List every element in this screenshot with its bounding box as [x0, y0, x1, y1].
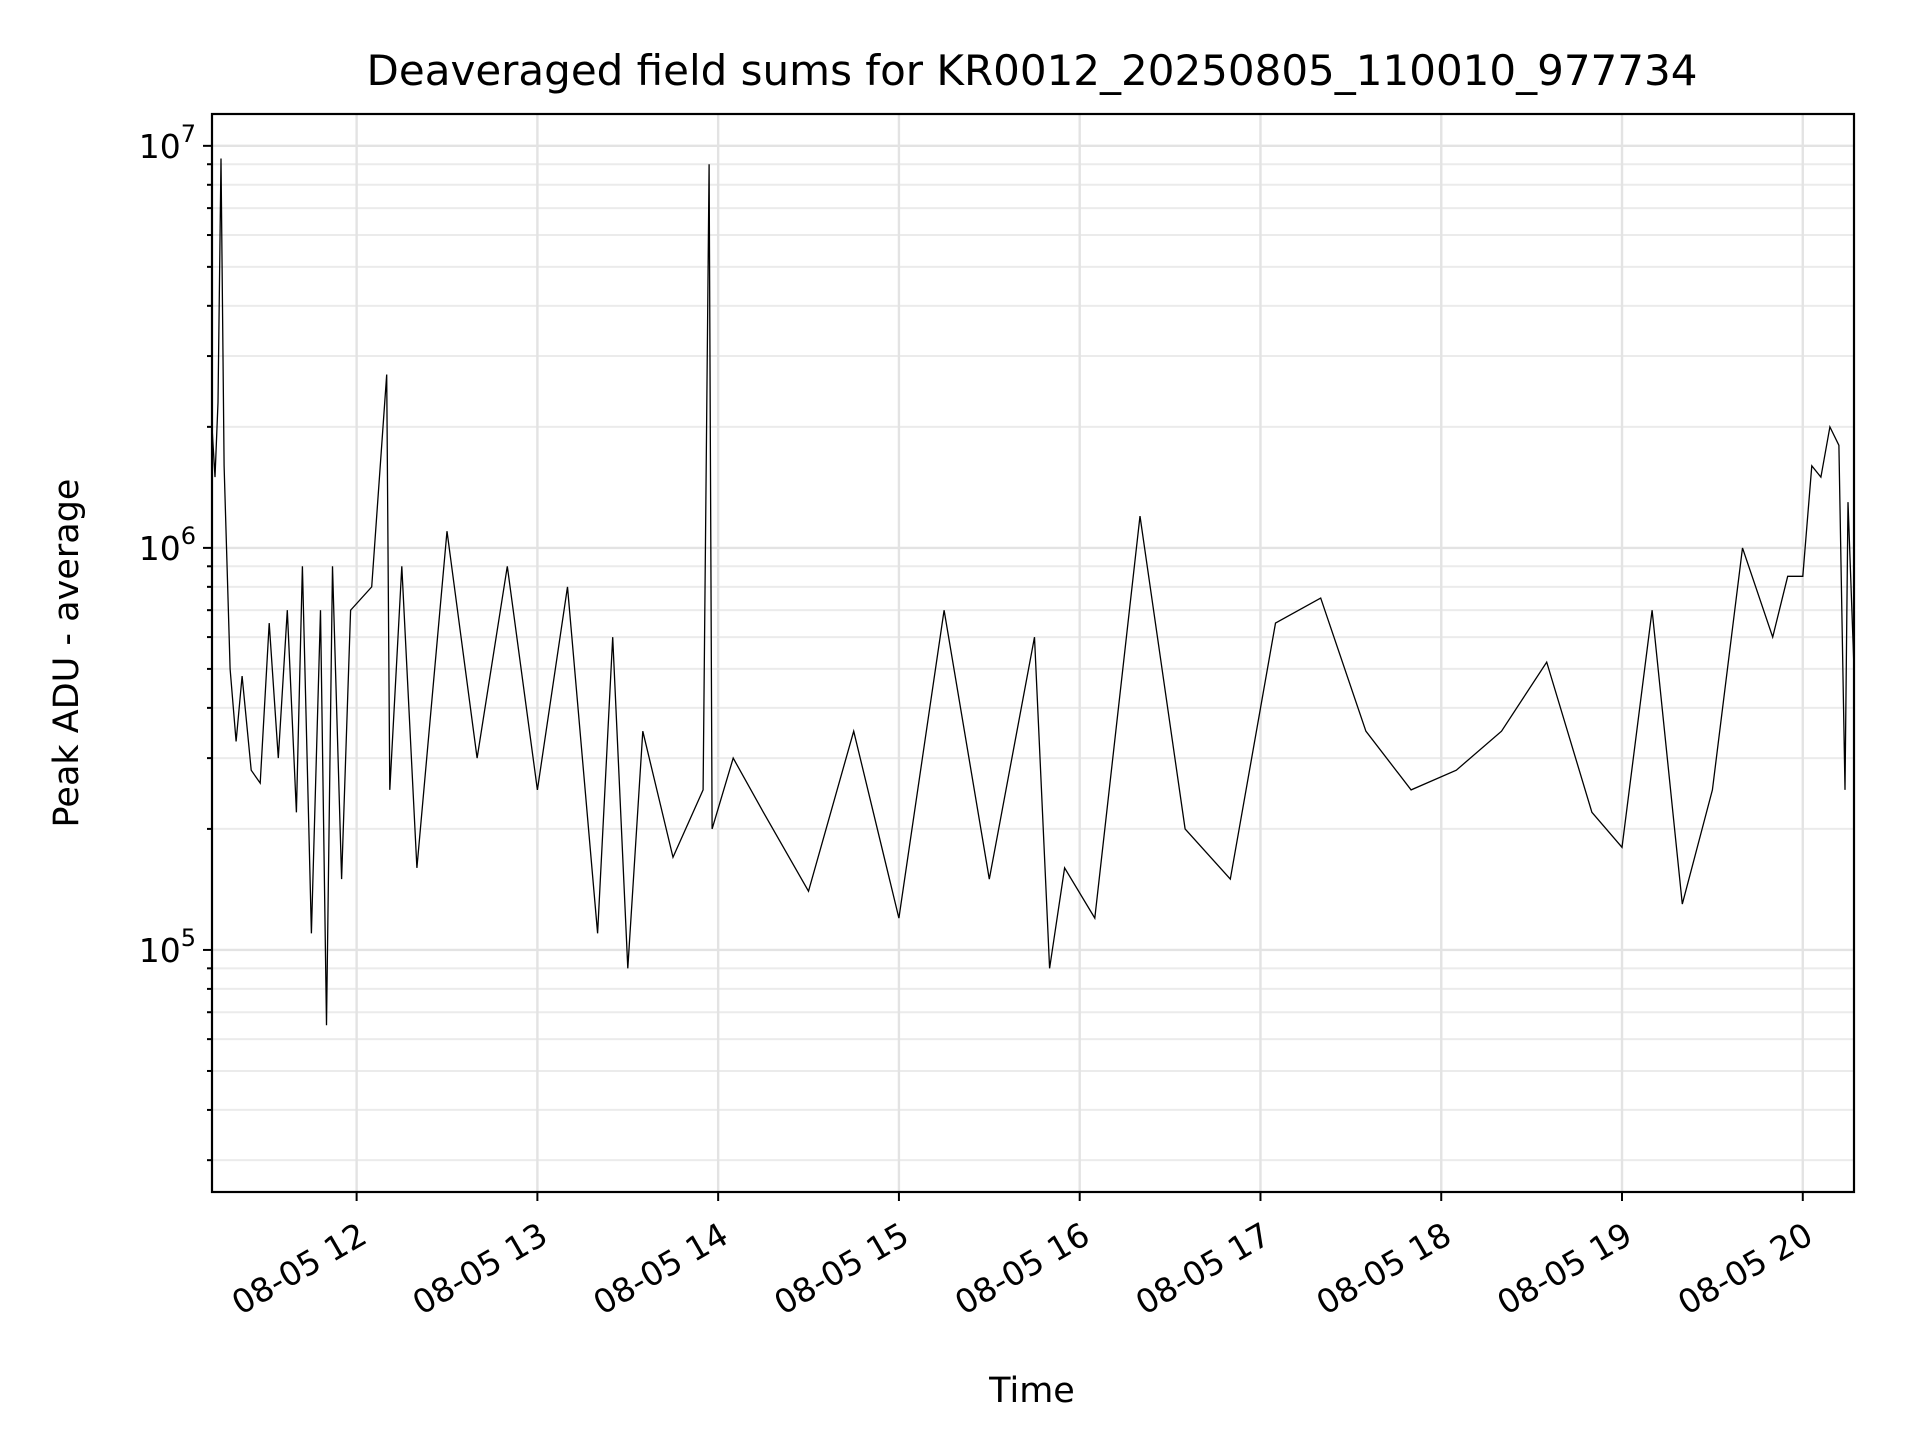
series-line: [211, 158, 1855, 1026]
x-tick-label: 08-05 12: [225, 1215, 373, 1323]
y-tick-label: 107: [139, 120, 196, 166]
y-tick-label: 105: [139, 924, 196, 970]
x-tick-label: 08-05 18: [1310, 1215, 1458, 1323]
x-tick-label: 08-05 13: [406, 1215, 554, 1323]
chart-title: Deaveraged field sums for KR0012_2025080…: [367, 46, 1698, 95]
y-tick-label: 106: [139, 522, 196, 568]
x-tick-label: 08-05 19: [1490, 1215, 1638, 1323]
x-tick-label: 08-05 14: [587, 1215, 735, 1323]
x-tick-label: 08-05 20: [1671, 1215, 1819, 1323]
x-axis-label: Time: [988, 1371, 1075, 1411]
plot-area-frame: [210, 112, 1856, 1194]
major-gridlines: [212, 114, 1854, 1192]
x-axis: 08-05 12 08-05 13 08-05 14 08-05 15 08-05 16…: [225, 1192, 1819, 1323]
y-axis: 105 106 107: [139, 120, 212, 1162]
x-tick-label: 08-05 17: [1129, 1215, 1277, 1323]
x-tick-label: 08-05 16: [948, 1215, 1096, 1323]
x-tick-label: 08-05 15: [767, 1215, 915, 1323]
minor-gridlines: [212, 163, 1854, 1162]
y-axis-label: Peak ADU - average: [47, 479, 87, 828]
